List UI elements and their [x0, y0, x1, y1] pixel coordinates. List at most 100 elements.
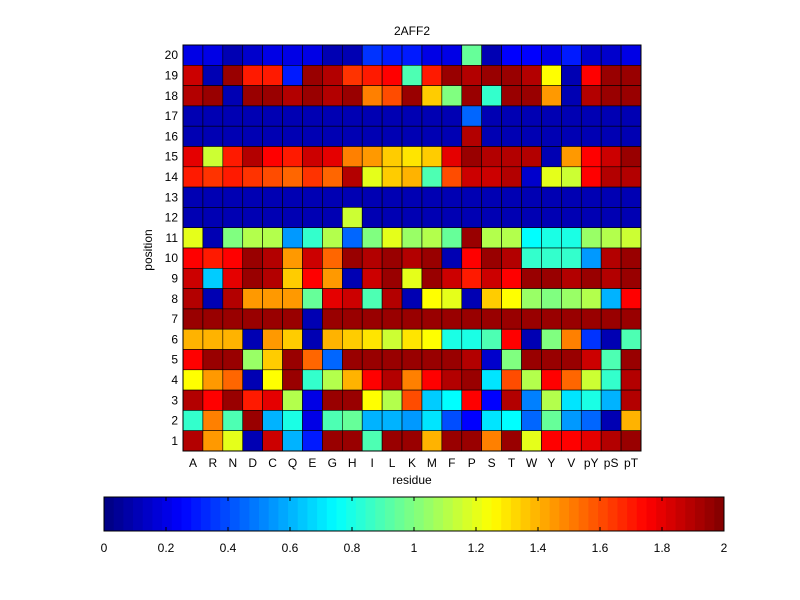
- heatmap-cell: [580, 207, 602, 228]
- colorbar-segment: [646, 497, 657, 531]
- heatmap-cell: [322, 105, 343, 127]
- heatmap-cell: [322, 247, 343, 269]
- heatmap-cell: [401, 44, 423, 66]
- heatmap-cell: [401, 105, 423, 127]
- heatmap-cell: [421, 146, 443, 168]
- heatmap-cell: [182, 166, 204, 188]
- y-tick-label: 9: [171, 271, 178, 285]
- heatmap-cell: [481, 288, 502, 310]
- heatmap-cell: [381, 349, 403, 371]
- heatmap-cell: [620, 288, 642, 310]
- heatmap-cell: [481, 85, 502, 107]
- heatmap-cell: [202, 85, 224, 107]
- heatmap-cells: [182, 44, 642, 452]
- heatmap-cell: [401, 328, 423, 350]
- colorbar-segment: [162, 497, 173, 531]
- heatmap-cell: [381, 410, 403, 431]
- heatmap-cell: [441, 328, 463, 350]
- y-tick-label: 6: [171, 332, 178, 346]
- heatmap-cell: [302, 65, 323, 86]
- heatmap-cell: [441, 44, 463, 66]
- colorbar-segment: [229, 497, 241, 531]
- heatmap-cell: [381, 125, 403, 147]
- heatmap-cell: [481, 410, 502, 431]
- colorbar-segment: [355, 497, 366, 531]
- heatmap-cell: [341, 105, 363, 127]
- y-tick-label: 14: [165, 170, 179, 184]
- colorbar-tick-label: 2: [721, 541, 728, 555]
- colorbar-segment: [278, 497, 289, 531]
- colorbar-segment: [481, 497, 492, 531]
- heatmap-cell: [202, 430, 224, 452]
- heatmap-cell: [600, 207, 622, 228]
- heatmap-cell: [541, 288, 562, 310]
- colorbar-segment: [200, 497, 211, 531]
- heatmap-cell: [302, 166, 323, 188]
- heatmap-cell: [262, 207, 283, 228]
- colorbar-segment: [394, 497, 405, 531]
- heatmap-cell: [282, 410, 303, 431]
- heatmap-cell: [561, 65, 582, 86]
- colorbar-segment: [404, 497, 415, 531]
- heatmap-cell: [302, 328, 323, 350]
- heatmap-cell: [361, 389, 383, 411]
- heatmap-cell: [461, 349, 482, 371]
- heatmap-cell: [182, 267, 204, 289]
- heatmap-cell: [620, 369, 642, 391]
- x-tick-label: P: [468, 456, 476, 470]
- heatmap-cell: [461, 65, 482, 86]
- colorbar-segment: [607, 497, 618, 531]
- heatmap-cell: [242, 410, 263, 431]
- y-tick-label: 15: [165, 150, 179, 164]
- heatmap-cell: [600, 166, 622, 188]
- heatmap-cell: [182, 186, 204, 208]
- heatmap-cell: [600, 369, 622, 391]
- colorbar-segment: [694, 497, 706, 531]
- heatmap-cell: [481, 308, 502, 330]
- heatmap-cell: [580, 146, 602, 168]
- heatmap-cell: [302, 389, 323, 411]
- heatmap-cell: [441, 166, 463, 188]
- heatmap-cell: [401, 146, 423, 168]
- heatmap-cell: [441, 247, 463, 269]
- heatmap-cell: [182, 125, 204, 147]
- heatmap-cell: [222, 85, 244, 107]
- heatmap-cell: [361, 308, 383, 330]
- heatmap-cell: [501, 85, 522, 107]
- heatmap-cell: [541, 328, 562, 350]
- heatmap-cell: [421, 369, 443, 391]
- heatmap-cell: [521, 146, 542, 168]
- y-tick-label: 8: [171, 292, 178, 306]
- heatmap-cell: [481, 65, 502, 86]
- heatmap-cell: [561, 186, 582, 208]
- heatmap-cell: [322, 44, 343, 66]
- heatmap-cell: [541, 308, 562, 330]
- heatmap-cell: [620, 410, 642, 431]
- heatmap-cell: [561, 328, 582, 350]
- colorbar-segment: [191, 497, 202, 531]
- heatmap-cell: [541, 430, 562, 452]
- heatmap-cell: [401, 247, 423, 269]
- heatmap-cell: [361, 105, 383, 127]
- heatmap-cell: [501, 308, 522, 330]
- heatmap-cell: [421, 247, 443, 269]
- heatmap-cell: [561, 125, 582, 147]
- heatmap-cell: [620, 85, 642, 107]
- heatmap-cell: [302, 410, 323, 431]
- colorbar-segment: [539, 497, 551, 531]
- heatmap-cell: [561, 430, 582, 452]
- colorbar-segment: [142, 497, 153, 531]
- heatmap-cell: [461, 288, 482, 310]
- heatmap-cell: [541, 65, 562, 86]
- heatmap-cell: [262, 227, 283, 249]
- y-tick-label: 7: [171, 312, 178, 326]
- colorbar-segment: [113, 497, 124, 531]
- heatmap-cell: [202, 125, 224, 147]
- heatmap-cell: [381, 430, 403, 452]
- heatmap-cell: [202, 247, 224, 269]
- heatmap-cell: [282, 227, 303, 249]
- colorbar-segment: [452, 497, 463, 531]
- heatmap-cell: [521, 186, 542, 208]
- heatmap-cell: [361, 410, 383, 431]
